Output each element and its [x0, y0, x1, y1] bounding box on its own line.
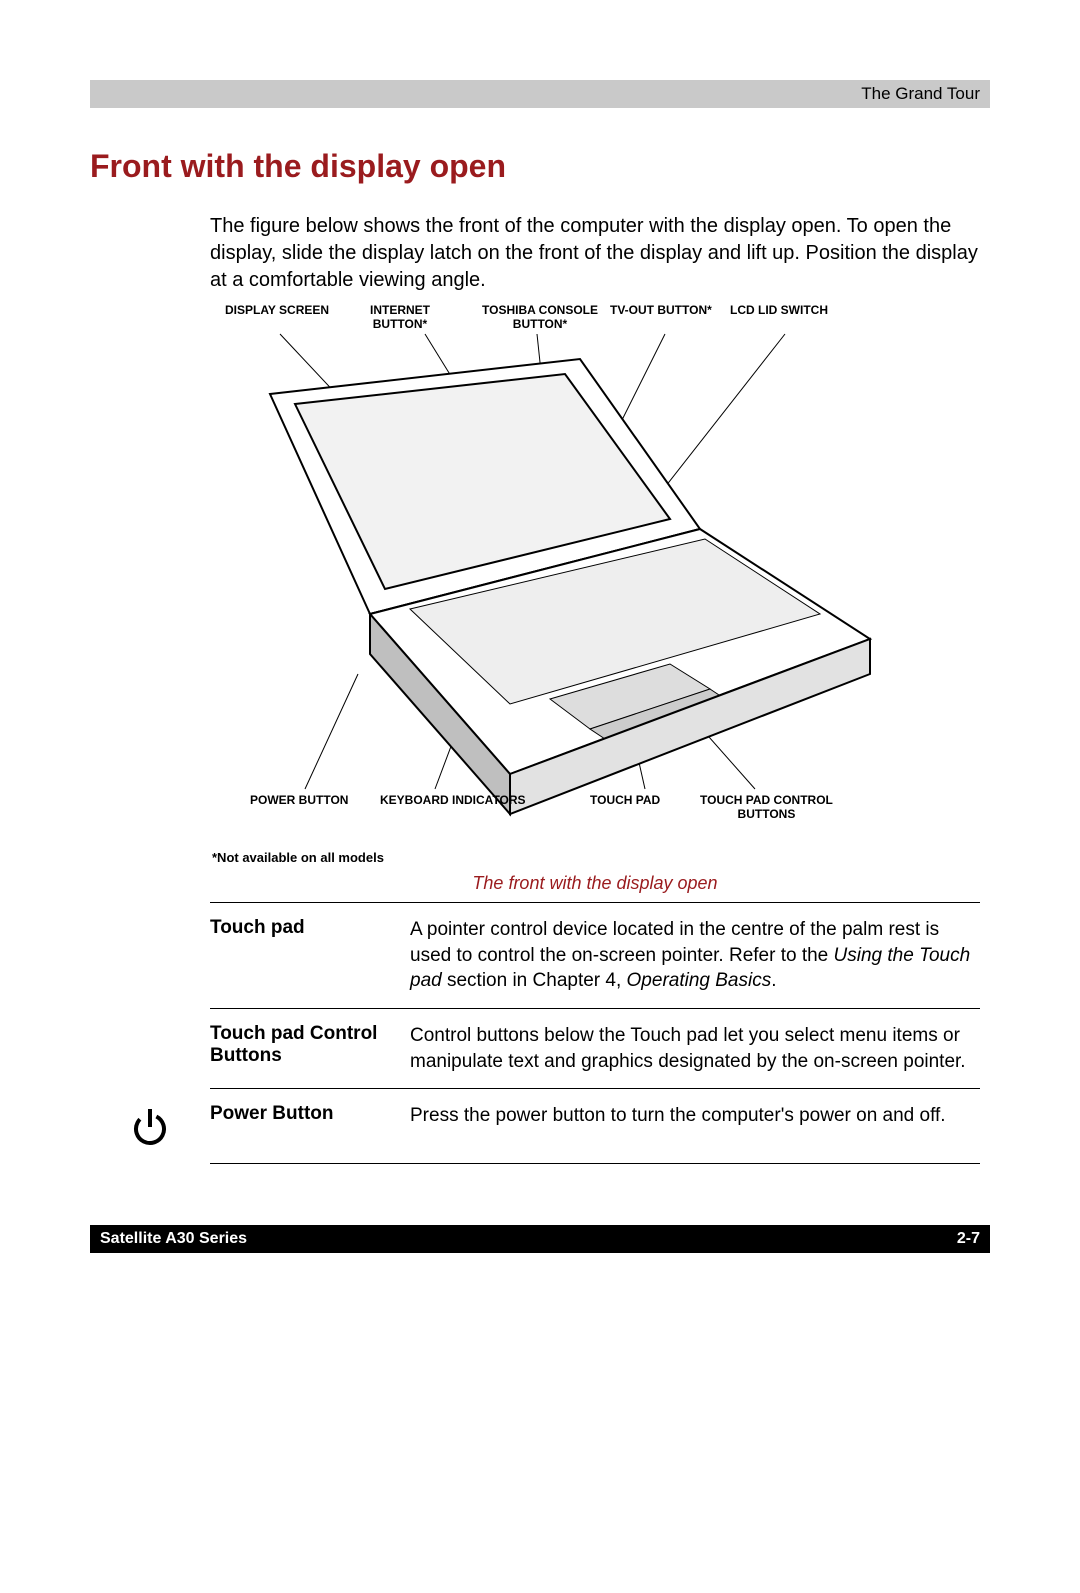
entry-description: Control buttons below the Touch pad let …	[410, 1023, 980, 1074]
diagram-svg	[210, 304, 1010, 844]
entry-icon-col	[90, 1023, 210, 1074]
definition-row: Power ButtonPress the power button to tu…	[210, 1093, 980, 1159]
definition-row: Touch pad Control ButtonsControl buttons…	[210, 1013, 980, 1084]
diagram-label: KEYBOARD INDICATORS	[380, 794, 526, 808]
laptop-diagram: DISPLAY SCREEN INTERNET BUTTON* TOSHIBA CO…	[210, 304, 1010, 844]
divider	[210, 1088, 980, 1089]
page-title: Front with the display open	[90, 148, 990, 185]
page: The Grand Tour Front with the display op…	[0, 0, 1080, 1593]
divider	[210, 1163, 980, 1164]
diagram-label: DISPLAY SCREEN	[225, 304, 329, 318]
page-footer-bar: Satellite A30 Series 2-7	[90, 1225, 990, 1253]
diagram-label: TOUCH PAD	[590, 794, 660, 808]
entry-description: Press the power button to turn the compu…	[410, 1103, 946, 1149]
page-header-bar: The Grand Tour	[90, 80, 990, 108]
diagram-footnote: *Not available on all models	[212, 850, 980, 865]
section-title: The Grand Tour	[861, 84, 980, 104]
entry-label: Touch pad Control Buttons	[210, 1023, 410, 1074]
power-icon	[128, 1105, 172, 1149]
entry-label: Power Button	[210, 1103, 410, 1149]
definition-row: Touch padA pointer control device locate…	[210, 907, 980, 1004]
divider	[210, 902, 980, 903]
entry-description: A pointer control device located in the …	[410, 917, 980, 994]
diagram-label: TV-OUT BUTTON*	[610, 304, 712, 318]
diagram-label: LCD LID SWITCH	[730, 304, 828, 318]
entry-icon-col	[90, 1103, 210, 1149]
figure-caption: The front with the display open	[210, 873, 980, 894]
footer-series: Satellite A30 Series	[100, 1230, 247, 1248]
content-block: The figure below shows the front of the …	[210, 213, 980, 1164]
divider	[210, 1008, 980, 1009]
diagram-label: TOSHIBA CONSOLE BUTTON*	[482, 304, 598, 332]
intro-paragraph: The figure below shows the front of the …	[210, 213, 980, 294]
diagram-label: POWER BUTTON	[250, 794, 348, 808]
entry-icon-col	[90, 917, 210, 994]
diagram-label: INTERNET BUTTON*	[370, 304, 430, 332]
entry-label: Touch pad	[210, 917, 410, 994]
footer-page-number: 2-7	[957, 1230, 980, 1248]
diagram-label: TOUCH PAD CONTROL BUTTONS	[700, 794, 833, 822]
